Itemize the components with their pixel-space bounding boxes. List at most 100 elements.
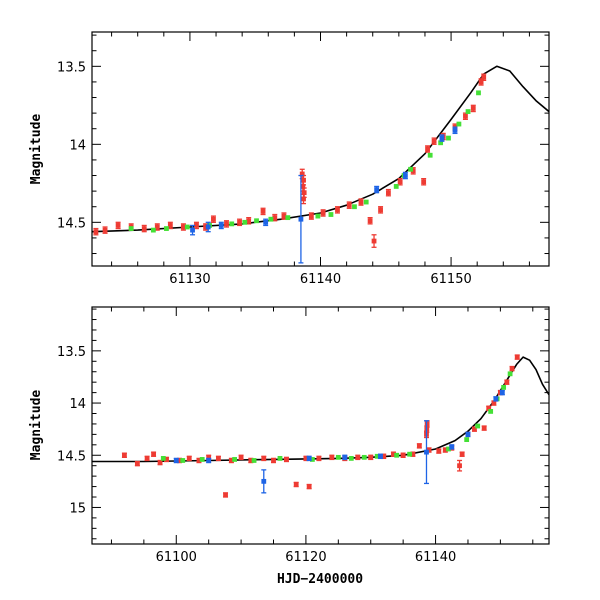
model-line bbox=[92, 356, 549, 463]
red-data-point bbox=[514, 354, 520, 360]
red-data-point bbox=[355, 454, 361, 460]
red-data-point bbox=[486, 405, 492, 411]
blue-data-point bbox=[452, 127, 458, 133]
bottom-model-curve bbox=[92, 356, 549, 463]
y-tick-label: 13.5 bbox=[57, 60, 86, 75]
green-data-point bbox=[309, 457, 315, 462]
red-data-point bbox=[164, 457, 169, 462]
red-data-point bbox=[157, 460, 163, 465]
green-data-point bbox=[438, 140, 444, 146]
red-data-point bbox=[481, 425, 487, 431]
green-data-point bbox=[456, 121, 462, 127]
red-data-point bbox=[281, 213, 287, 219]
red-data-point bbox=[151, 451, 156, 457]
red-data-point bbox=[442, 447, 448, 453]
red-data-point bbox=[436, 448, 442, 454]
red-data-point bbox=[223, 492, 228, 498]
red-data-point bbox=[122, 452, 127, 458]
x-tick-label: 61150 bbox=[430, 272, 471, 287]
top-x-tick-labels: 61130 61140 61150 bbox=[169, 272, 472, 287]
red-data-point bbox=[293, 482, 299, 487]
bottom-data-points bbox=[121, 354, 520, 498]
red-data-point bbox=[457, 463, 462, 469]
red-data-point bbox=[316, 455, 322, 461]
red-data-point bbox=[238, 454, 244, 460]
red-data-point bbox=[93, 229, 99, 235]
red-data-point bbox=[194, 223, 199, 228]
red-data-point bbox=[196, 458, 202, 463]
y-tick-label: 14 bbox=[69, 138, 86, 153]
red-data-point bbox=[248, 458, 254, 463]
top-data-points bbox=[93, 73, 487, 264]
green-data-point bbox=[199, 457, 205, 462]
bottom-x-axis-title: HJD−2400000 bbox=[277, 572, 363, 587]
red-data-point bbox=[303, 455, 309, 461]
red-data-point bbox=[216, 455, 221, 461]
red-data-point bbox=[301, 177, 306, 183]
red-data-point bbox=[358, 199, 364, 205]
red-data-point bbox=[284, 457, 289, 462]
red-data-point bbox=[410, 168, 416, 174]
red-data-point bbox=[509, 366, 515, 371]
green-data-point bbox=[277, 455, 283, 461]
x-tick-label: 61120 bbox=[285, 550, 326, 565]
red-data-point bbox=[154, 224, 160, 230]
red-data-point bbox=[416, 443, 422, 449]
blue-data-point bbox=[465, 431, 471, 437]
red-data-point bbox=[203, 224, 208, 230]
red-data-point bbox=[102, 227, 108, 233]
green-data-point bbox=[254, 218, 259, 224]
green-data-point bbox=[394, 452, 400, 458]
red-data-point bbox=[141, 226, 147, 231]
green-data-point bbox=[242, 219, 248, 225]
blue-data-point bbox=[306, 455, 312, 461]
red-data-point bbox=[378, 207, 383, 213]
blue-data-point bbox=[298, 216, 304, 222]
green-data-point bbox=[408, 166, 413, 172]
blue-data-point bbox=[173, 458, 179, 463]
red-data-point bbox=[308, 213, 314, 219]
green-data-point bbox=[328, 212, 334, 217]
green-data-point bbox=[150, 227, 156, 233]
green-data-point bbox=[285, 215, 291, 221]
red-data-point bbox=[261, 455, 267, 461]
blue-data-point bbox=[439, 135, 445, 141]
green-data-point bbox=[374, 453, 380, 459]
panel-bottom: 61100 61120 61140 13.5 14 14.5 15 Magnitude H… bbox=[29, 306, 550, 587]
red-data-point bbox=[144, 455, 150, 461]
red-data-point bbox=[181, 224, 186, 230]
red-data-point bbox=[368, 454, 374, 460]
red-data-point bbox=[431, 138, 437, 144]
blue-data-point bbox=[424, 449, 429, 455]
blue-data-point bbox=[205, 224, 211, 230]
green-data-point bbox=[464, 437, 470, 442]
blue-data-point bbox=[402, 173, 408, 178]
blue-data-point bbox=[342, 454, 348, 460]
red-data-point bbox=[301, 190, 307, 196]
red-data-point bbox=[472, 426, 477, 432]
y-tick-label: 15 bbox=[69, 501, 86, 516]
blue-data-point bbox=[374, 187, 380, 192]
red-data-point bbox=[421, 179, 427, 185]
top-y-tick-labels: 13.5 14 14.5 bbox=[57, 60, 86, 231]
bottom-y-axis-title: Magnitude bbox=[29, 390, 44, 461]
x-tick-label: 61140 bbox=[300, 272, 341, 287]
red-data-point bbox=[115, 223, 121, 228]
red-data-point bbox=[301, 196, 306, 202]
red-data-point bbox=[426, 447, 432, 453]
panel-top: 61130 61140 61150 13.5 14 14.5 Magnitude bbox=[29, 31, 550, 287]
green-data-point bbox=[352, 204, 357, 210]
blue-data-point bbox=[493, 396, 499, 402]
green-data-point bbox=[363, 199, 369, 205]
red-data-point bbox=[478, 79, 484, 85]
green-data-point bbox=[128, 226, 134, 231]
red-data-point bbox=[371, 238, 377, 244]
red-data-point bbox=[335, 207, 340, 213]
bottom-x-tick-labels: 61100 61120 61140 bbox=[156, 550, 457, 565]
red-data-point bbox=[381, 453, 387, 459]
y-tick-label: 14.5 bbox=[57, 449, 86, 464]
red-data-point bbox=[186, 455, 192, 461]
x-tick-label: 61140 bbox=[415, 550, 456, 565]
red-data-point bbox=[211, 216, 216, 222]
